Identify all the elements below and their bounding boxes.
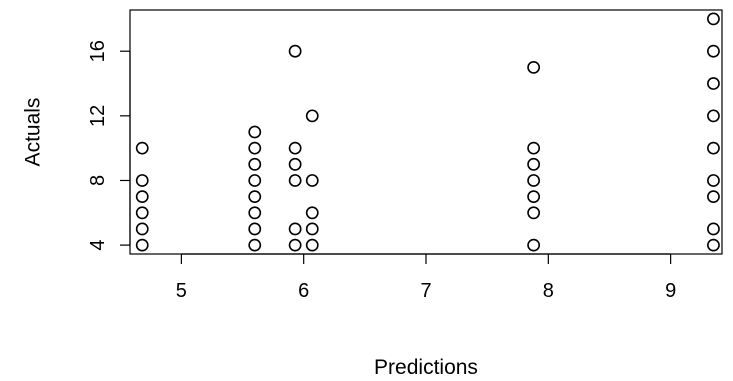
data-point [707, 238, 720, 252]
data-point [707, 109, 720, 123]
data-point [248, 222, 262, 236]
data-point [288, 222, 302, 236]
data-point [527, 174, 541, 187]
data-point [527, 157, 541, 171]
y-tick-label: 12 [87, 105, 109, 127]
data-point [248, 125, 262, 139]
x-tick-label: 7 [420, 280, 431, 302]
y-axis: 4 8 12 16 [87, 40, 131, 251]
data-point [305, 174, 319, 187]
data-point [707, 77, 720, 90]
y-tick-label: 16 [87, 40, 109, 62]
data-point [305, 206, 319, 220]
data-point [288, 174, 302, 187]
x-axis-label: Predictions [374, 356, 478, 379]
data-point [248, 206, 262, 220]
data-point [288, 44, 302, 58]
data-point [288, 141, 302, 155]
data-point [527, 141, 541, 155]
y-axis-label: Actuals [22, 98, 45, 167]
data-point [707, 141, 720, 155]
data-point [248, 190, 262, 204]
data-point [305, 109, 319, 123]
x-tick-label: 5 [176, 280, 187, 302]
data-point [135, 238, 149, 252]
data-point [707, 190, 720, 204]
data-point [135, 174, 149, 187]
x-tick-label: 6 [298, 280, 309, 302]
data-point [527, 190, 541, 204]
data-point [135, 222, 149, 236]
data-point [527, 238, 541, 252]
data-point [707, 174, 720, 187]
data-point [135, 206, 149, 220]
x-tick-label: 9 [665, 280, 676, 302]
data-point [527, 60, 541, 74]
data-point [248, 238, 262, 252]
data-point [288, 238, 302, 252]
data-point [248, 174, 262, 187]
data-point [305, 222, 319, 236]
data-point [288, 157, 302, 171]
y-tick-label: 8 [87, 175, 109, 186]
data-point [248, 157, 262, 171]
data-points [135, 12, 720, 252]
data-point [248, 141, 262, 155]
data-point [707, 222, 720, 236]
data-point [707, 12, 720, 26]
y-tick-label: 4 [87, 240, 109, 251]
data-point [305, 238, 319, 252]
data-point [527, 206, 541, 220]
data-point [135, 190, 149, 204]
x-axis: 5 6 7 8 9 [176, 253, 676, 302]
data-point [707, 44, 720, 58]
x-tick-label: 8 [543, 280, 554, 302]
data-point [135, 141, 149, 155]
